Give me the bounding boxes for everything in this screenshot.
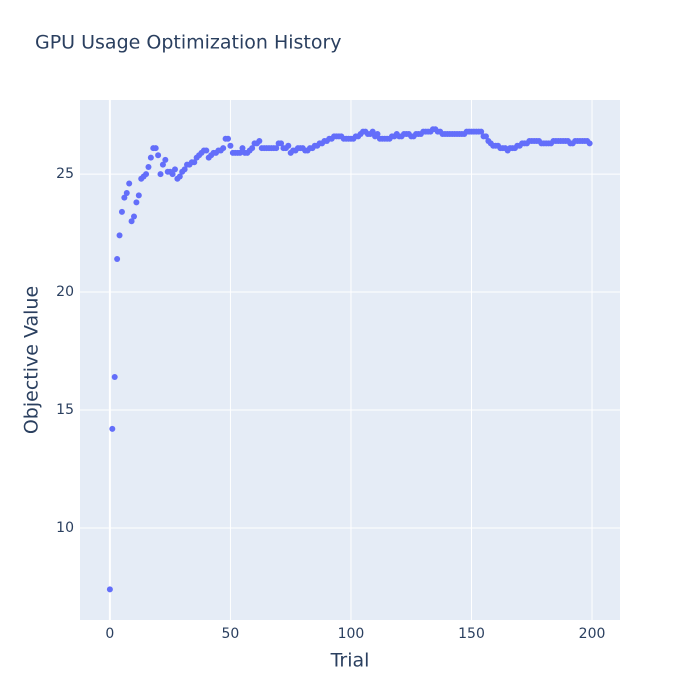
y-tick-label: 15 <box>56 402 74 418</box>
point <box>203 147 210 154</box>
point <box>285 142 292 149</box>
point <box>237 149 244 156</box>
point <box>106 586 113 593</box>
point <box>181 166 188 173</box>
point <box>176 173 183 180</box>
point <box>126 180 133 187</box>
point <box>256 138 263 145</box>
point <box>162 156 169 163</box>
point <box>118 208 125 215</box>
point <box>121 194 128 201</box>
y-tick-label: 25 <box>56 166 74 182</box>
x-axis-label: Trial <box>330 650 370 672</box>
point <box>131 213 137 220</box>
point <box>111 373 118 380</box>
point <box>225 135 232 142</box>
point <box>239 145 246 152</box>
point <box>278 140 285 147</box>
point <box>191 159 198 166</box>
point <box>374 130 381 137</box>
x-tick-label: 50 <box>222 626 240 642</box>
plot-area <box>80 100 620 620</box>
point <box>128 218 135 225</box>
point <box>273 145 280 152</box>
chart-title: GPU Usage Optimization History <box>35 32 342 54</box>
x-tick-label: 100 <box>338 626 365 642</box>
point <box>159 161 166 168</box>
y-axis-label: Objective Value <box>21 286 43 434</box>
y-tick-label: 20 <box>56 284 74 300</box>
y-tick-label: 10 <box>56 520 74 536</box>
point <box>133 199 140 206</box>
point <box>145 164 152 171</box>
point <box>586 140 593 147</box>
point <box>152 145 159 152</box>
point <box>143 171 150 178</box>
point <box>135 192 142 199</box>
x-tick-label: 150 <box>458 626 485 642</box>
point <box>109 425 116 432</box>
point <box>123 189 130 196</box>
point <box>482 133 489 140</box>
x-tick-label: 200 <box>579 626 606 642</box>
point <box>157 171 164 178</box>
point <box>147 154 154 161</box>
point <box>114 256 121 263</box>
point <box>155 152 162 159</box>
point <box>249 145 256 152</box>
point <box>220 145 227 152</box>
point <box>227 142 234 149</box>
point <box>116 232 123 239</box>
point <box>169 171 176 178</box>
x-tick-label: 0 <box>105 626 114 642</box>
point <box>171 166 178 173</box>
point <box>478 128 485 135</box>
point <box>369 128 376 135</box>
